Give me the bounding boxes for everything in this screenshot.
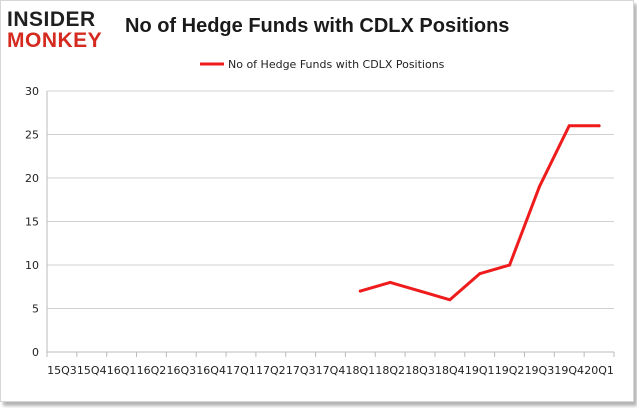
x-tick-label: 15Q3 bbox=[47, 364, 77, 377]
logo-text-bottom: MONKEY bbox=[7, 29, 103, 52]
x-tick-label: 17Q1 bbox=[226, 364, 256, 377]
insider-monkey-logo: INSIDER MONKEY bbox=[7, 9, 117, 51]
y-tick-label: 15 bbox=[25, 216, 39, 229]
x-tick-label: 19Q4 bbox=[554, 364, 584, 377]
x-tick-label: 16Q1 bbox=[107, 364, 137, 377]
chart-title: No of Hedge Funds with CDLX Positions bbox=[125, 15, 510, 37]
x-tick-label: 16Q4 bbox=[196, 364, 226, 377]
x-tick-label: 15Q4 bbox=[77, 364, 107, 377]
data-point bbox=[388, 280, 392, 284]
x-tick-label: 19Q3 bbox=[525, 364, 555, 377]
legend-label: No of Hedge Funds with CDLX Positions bbox=[228, 58, 445, 71]
x-tick-label: 18Q1 bbox=[346, 364, 376, 377]
data-point bbox=[418, 289, 422, 293]
data-point bbox=[478, 272, 482, 276]
x-tick-label: 19Q1 bbox=[465, 364, 495, 377]
data-point bbox=[567, 124, 571, 128]
data-point bbox=[448, 298, 452, 302]
x-tick-label: 20Q1 bbox=[584, 364, 614, 377]
x-tick-label: 19Q2 bbox=[495, 364, 525, 377]
y-tick-label: 20 bbox=[25, 172, 39, 185]
x-tick-label: 17Q4 bbox=[316, 364, 346, 377]
x-tick-label: 17Q2 bbox=[256, 364, 286, 377]
x-tick-label: 16Q3 bbox=[166, 364, 196, 377]
data-point bbox=[508, 263, 512, 267]
data-point bbox=[597, 124, 601, 128]
data-point bbox=[358, 289, 362, 293]
y-tick-label: 10 bbox=[25, 259, 39, 272]
x-tick-label: 18Q4 bbox=[435, 364, 465, 377]
x-tick-label: 16Q2 bbox=[137, 364, 167, 377]
x-tick-label: 18Q2 bbox=[375, 364, 405, 377]
y-tick-label: 25 bbox=[25, 129, 39, 142]
data-point bbox=[537, 185, 541, 189]
y-tick-label: 30 bbox=[25, 85, 39, 98]
x-tick-label: 18Q3 bbox=[405, 364, 435, 377]
y-tick-label: 0 bbox=[32, 346, 39, 359]
logo-text-top: INSIDER bbox=[7, 8, 96, 31]
y-tick-label: 5 bbox=[32, 303, 39, 316]
x-tick-label: 17Q3 bbox=[286, 364, 316, 377]
